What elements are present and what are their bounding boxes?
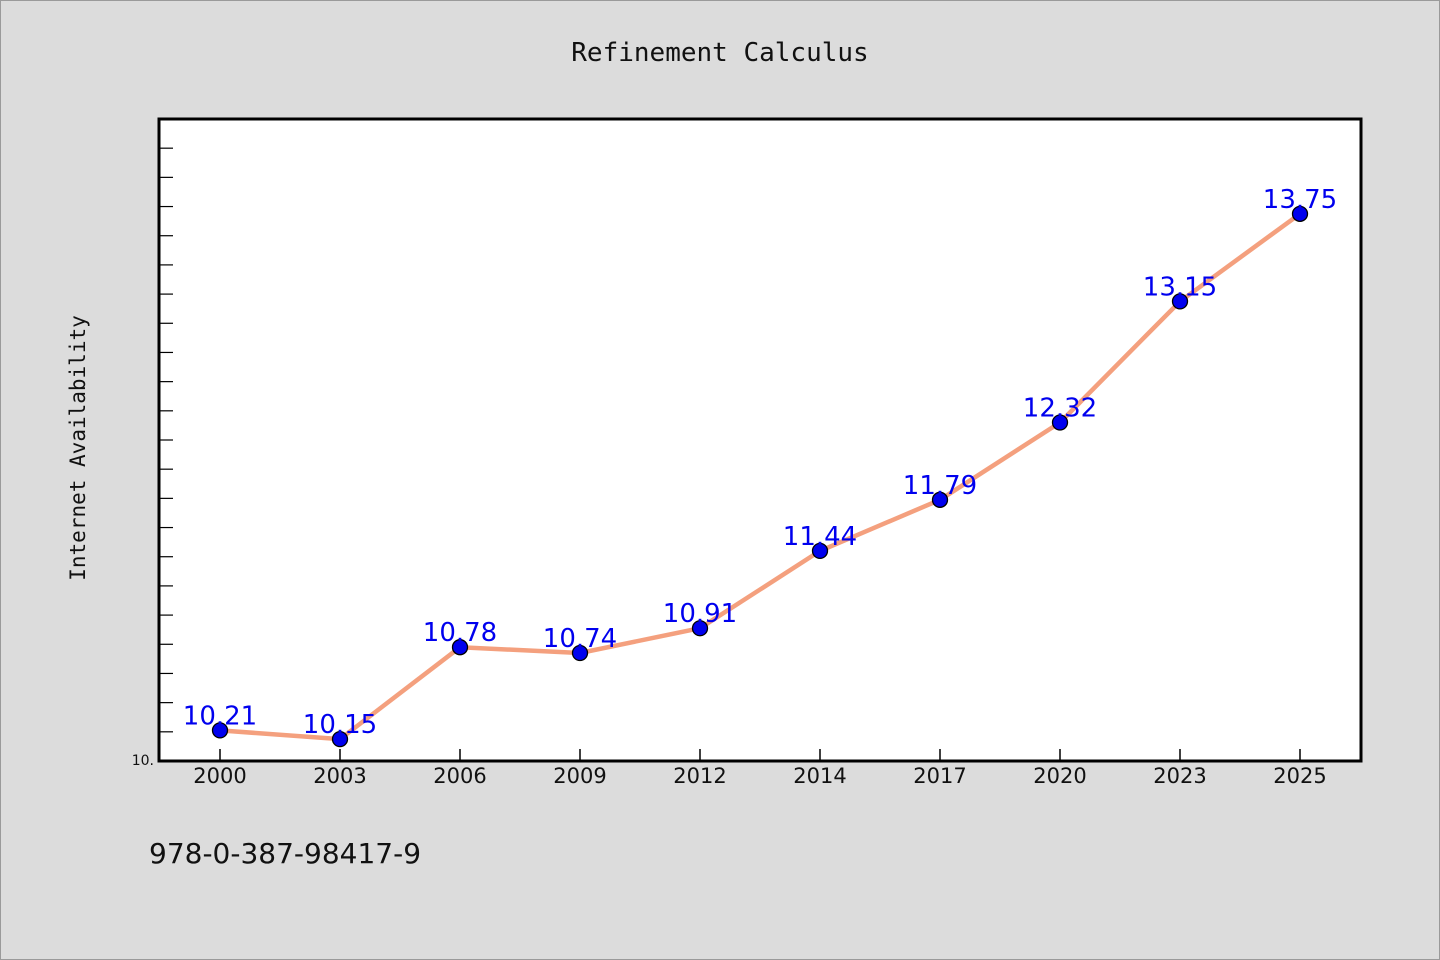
data-label: 10.74 — [543, 624, 617, 654]
y-axis-minor-ticks — [159, 147, 173, 733]
data-label: 12.32 — [1023, 393, 1097, 423]
data-label: 13.75 — [1263, 185, 1337, 215]
plot-area — [157, 117, 1363, 763]
series-points-group — [211, 205, 1309, 748]
data-label: 13.15 — [1143, 272, 1217, 302]
series-line-group — [217, 211, 1303, 742]
y-tick-label: 10. — [132, 753, 154, 769]
chart-title: Refinement Calculus — [571, 38, 868, 68]
data-point — [691, 620, 709, 637]
x-axis-ticks: 2000 2003 2006 2009 2012 2014 2017 2020 2023 2025 — [193, 749, 1327, 788]
data-labels-group: 10.21 10.15 10.78 10.74 10.91 11.44 11.79 12.32… — [183, 185, 1337, 740]
x-tick-label: 2009 — [553, 764, 606, 788]
series-line — [217, 211, 1303, 742]
x-tick-label: 2023 — [1153, 764, 1206, 788]
y-axis-ticks: 10. — [132, 753, 154, 769]
x-tick-label: 2025 — [1273, 764, 1326, 788]
data-label: 10.78 — [423, 618, 497, 648]
data-point — [451, 639, 469, 656]
data-point — [1171, 293, 1189, 310]
x-tick-label: 2003 — [313, 764, 366, 788]
data-point — [1291, 205, 1309, 222]
x-tick-label: 2012 — [673, 764, 726, 788]
x-tick-label: 2014 — [793, 764, 846, 788]
data-label: 10.91 — [663, 599, 737, 629]
data-label: 10.21 — [183, 701, 257, 731]
data-label: 11.79 — [903, 471, 977, 501]
footnote-text: 978-0-387-98417-9 — [149, 837, 421, 870]
data-point — [331, 730, 349, 748]
x-tick-label: 2006 — [433, 764, 486, 788]
x-tick-label: 2000 — [193, 764, 246, 788]
data-point — [571, 644, 589, 662]
data-point — [1051, 414, 1069, 431]
data-label: 11.44 — [783, 522, 857, 552]
x-tick-label: 2017 — [913, 764, 966, 788]
y-axis-label: Internet Availability — [66, 315, 90, 581]
x-tick-label: 2020 — [1033, 764, 1086, 788]
data-point — [811, 542, 829, 560]
data-label: 10.15 — [303, 710, 377, 740]
data-point — [211, 722, 229, 739]
data-point — [931, 491, 949, 508]
